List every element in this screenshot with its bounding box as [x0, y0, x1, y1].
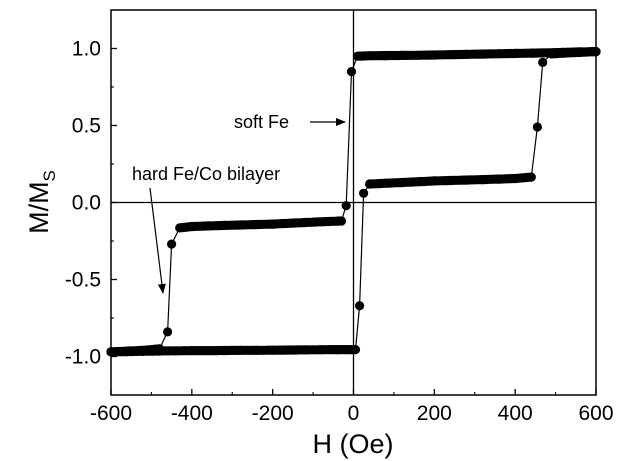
data-point [268, 220, 277, 229]
data-point [381, 179, 390, 188]
data-point [430, 176, 439, 185]
data-point [167, 240, 176, 249]
data-point [575, 48, 584, 57]
data-point [511, 49, 520, 58]
data-point [359, 189, 368, 198]
data-point [446, 176, 455, 185]
data-point [337, 216, 346, 225]
y-axis-title: M/MS [24, 170, 59, 234]
data-point [342, 201, 351, 210]
annotation-soft-fe: soft Fe [234, 112, 289, 132]
data-point [268, 346, 277, 355]
data-point [203, 346, 212, 355]
data-point [527, 49, 536, 58]
data-point [300, 218, 309, 227]
x-tick-label: 0 [348, 402, 360, 425]
data-point [187, 222, 196, 231]
data-point [430, 50, 439, 59]
data-point [252, 346, 261, 355]
data-point [187, 346, 196, 355]
data-point [533, 122, 542, 131]
y-axis-title-main: M/M [24, 181, 54, 233]
data-point [494, 49, 503, 58]
data-point [397, 178, 406, 187]
y-axis-title-subscript: S [40, 170, 59, 181]
data-point [365, 51, 374, 60]
data-point [397, 51, 406, 60]
data-point [355, 301, 364, 310]
data-point [365, 179, 374, 188]
tick-labels: -600 -400 -200 0 200 400 600 -1.0 -0.5 0.0 0.5 1.0 [65, 38, 614, 426]
data-point [139, 347, 148, 356]
data-point [559, 49, 568, 58]
x-tick-label: -600 [90, 402, 132, 425]
data-point [284, 219, 293, 228]
data-point [171, 346, 180, 355]
data-point [123, 347, 132, 356]
x-tick-label: 400 [498, 402, 533, 425]
data-point [462, 50, 471, 59]
data-point [317, 345, 326, 354]
y-tick-label: 0.5 [72, 115, 101, 138]
data-point [351, 345, 360, 354]
data-point [220, 346, 229, 355]
x-tick-label: -400 [171, 402, 213, 425]
data-point [284, 345, 293, 354]
x-tick-label: 200 [417, 402, 452, 425]
data-point [300, 345, 309, 354]
y-tick-label: 0.0 [72, 192, 101, 215]
data-point [353, 52, 362, 61]
data-point [252, 220, 261, 229]
x-axis-title: H (Oe) [313, 429, 394, 459]
data-point [478, 49, 487, 58]
data-point [511, 174, 520, 183]
data-point [203, 221, 212, 230]
data-point [527, 173, 536, 182]
x-tick-label: 600 [578, 402, 613, 425]
y-tick-label: 1.0 [72, 38, 101, 61]
data-point [414, 51, 423, 60]
annotation-hard-bilayer: hard Fe/Co bilayer [132, 164, 280, 184]
data-point [547, 49, 556, 58]
data-point [538, 58, 547, 67]
data-point [347, 67, 356, 76]
data-point [446, 50, 455, 59]
data-point [236, 346, 245, 355]
data-point [333, 345, 342, 354]
x-tick-label: -200 [252, 402, 294, 425]
data-point [414, 177, 423, 186]
data-point [462, 175, 471, 184]
data-point [163, 327, 172, 336]
y-tick-label: -0.5 [65, 269, 101, 292]
data-point [478, 175, 487, 184]
data-point [494, 175, 503, 184]
data-point [155, 346, 164, 355]
y-tick-label: -1.0 [65, 346, 101, 369]
data-point [317, 217, 326, 226]
data-point [381, 51, 390, 60]
data-point [175, 223, 184, 232]
annotation-hard-bilayer-arrow [150, 188, 163, 293]
data-point [236, 220, 245, 229]
data-point [220, 221, 229, 230]
